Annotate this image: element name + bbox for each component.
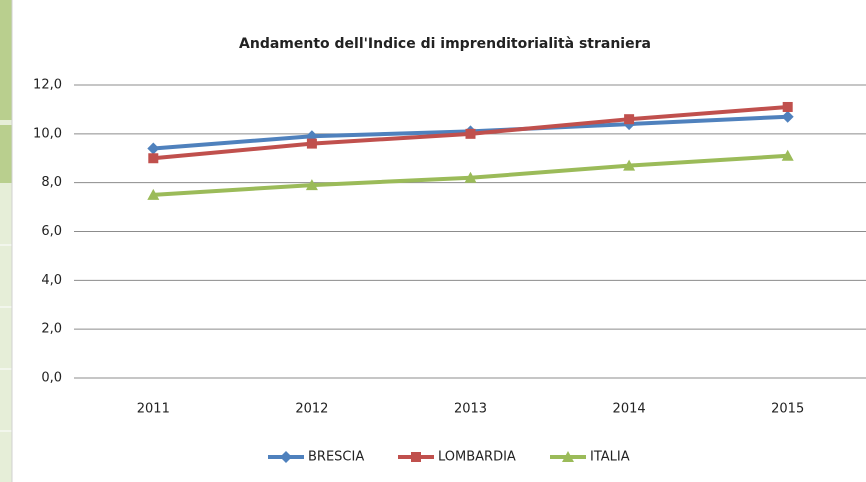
- point: [781, 149, 794, 161]
- chart-title: Andamento dell'Indice di imprenditoriali…: [239, 36, 651, 52]
- point: [306, 138, 317, 149]
- point: [781, 110, 794, 123]
- point: [624, 114, 635, 125]
- y-tick-label: 12,0: [33, 78, 62, 93]
- y-tick-label: 2,0: [41, 322, 62, 337]
- point: [147, 142, 160, 155]
- point: [782, 101, 793, 112]
- x-tick-label: 2015: [771, 402, 804, 417]
- sheet-strip: [0, 0, 13, 482]
- x-tick-label: 2013: [454, 402, 487, 417]
- legend-marker: [411, 452, 421, 462]
- point: [147, 188, 160, 200]
- y-tick-label: 4,0: [41, 273, 62, 288]
- legend-label: LOMBARDIA: [438, 450, 516, 465]
- y-tick-label: 10,0: [33, 126, 62, 141]
- y-tick-label: 6,0: [41, 224, 62, 239]
- legend-marker: [562, 451, 574, 462]
- point: [464, 171, 477, 183]
- x-tick-label: 2011: [137, 402, 170, 417]
- point: [305, 179, 318, 191]
- legend-marker: [280, 451, 292, 463]
- point: [148, 153, 159, 164]
- y-tick-label: 8,0: [41, 175, 62, 190]
- x-tick-label: 2012: [295, 402, 328, 417]
- point: [623, 159, 636, 171]
- point: [465, 128, 476, 139]
- y-tick-label: 0,0: [41, 371, 62, 386]
- legend-label: BRESCIA: [308, 450, 364, 465]
- legend-label: ITALIA: [590, 450, 630, 465]
- x-tick-label: 2014: [613, 402, 646, 417]
